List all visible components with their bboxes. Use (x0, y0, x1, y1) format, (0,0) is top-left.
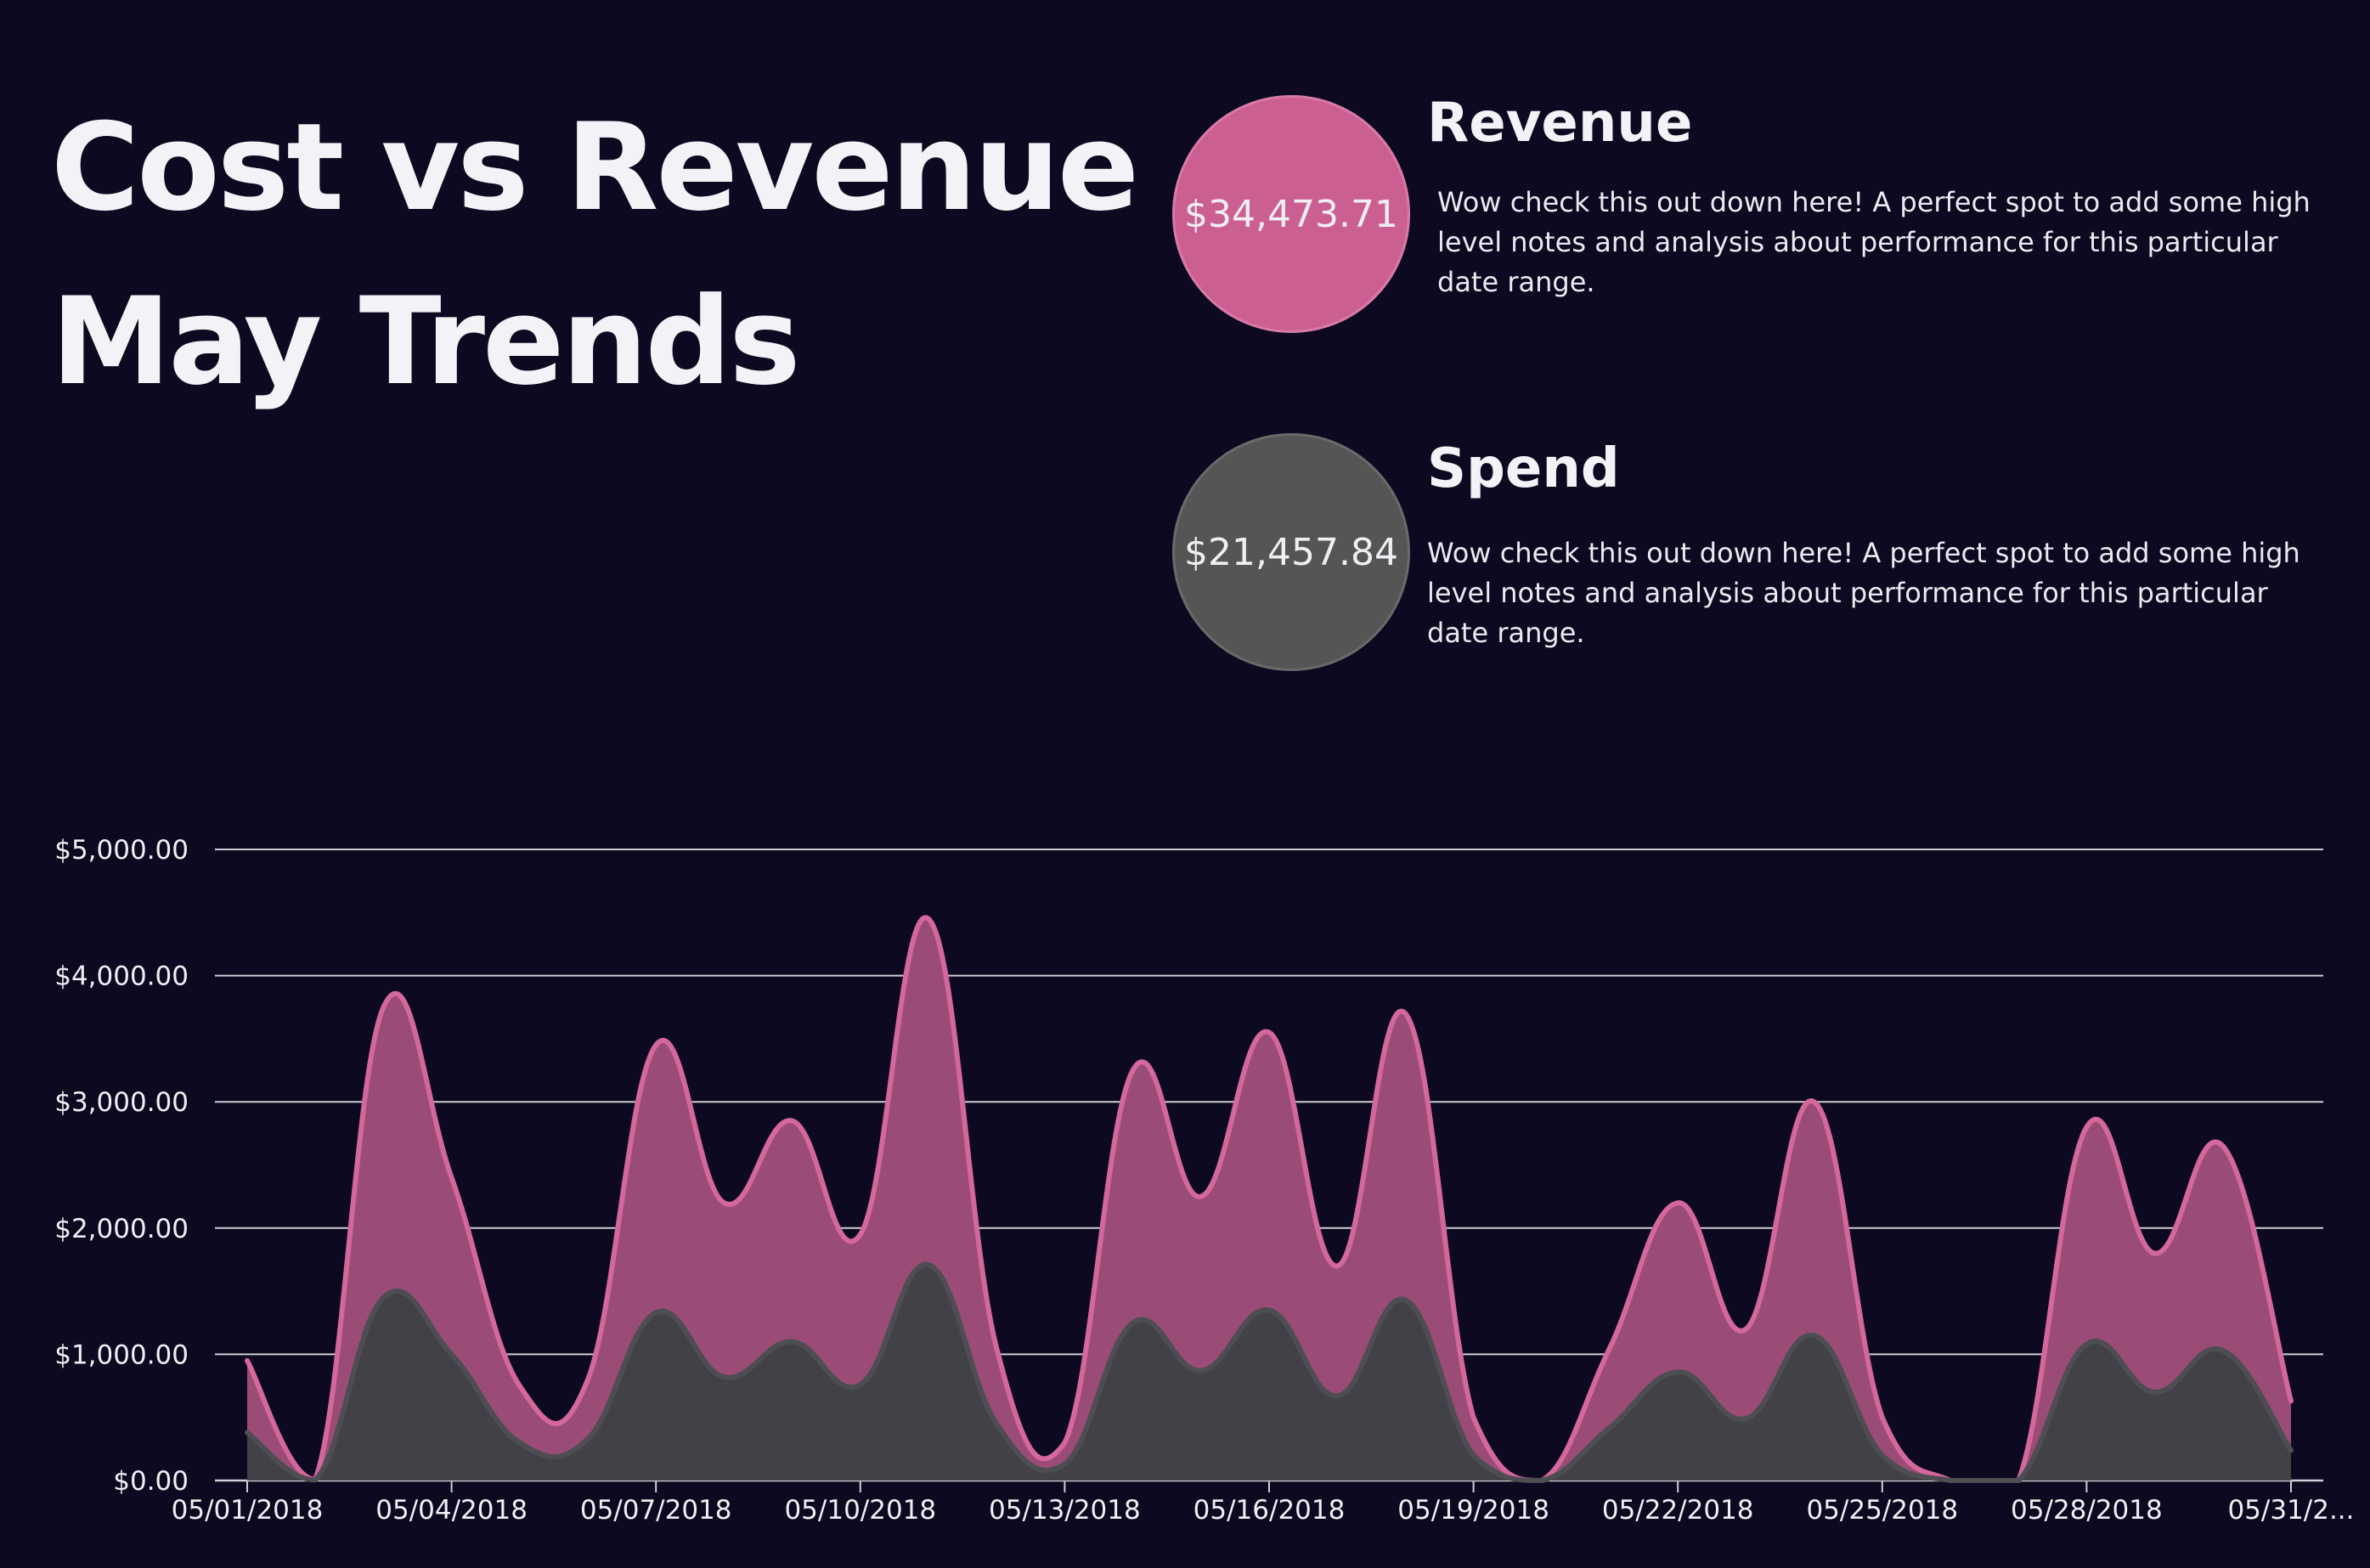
y-tick-label: $0.00 (113, 1466, 189, 1497)
x-tick-label: 05/13/2018 (989, 1495, 1141, 1526)
spend-kpi-value: $21,457.84 (1184, 530, 1398, 574)
spend-area (247, 1264, 2291, 1481)
x-tick-label: 05/04/2018 (375, 1495, 528, 1526)
revenue-area (247, 917, 2291, 1481)
revenue-heading: Revenue (1427, 92, 1693, 155)
x-tick-label: 05/19/2018 (1397, 1495, 1549, 1526)
spend-note: Wow check this out down here! A perfect … (1427, 537, 2300, 649)
x-tick-label: 05/16/2018 (1193, 1495, 1346, 1526)
y-axis: $0.00 $1,000.00 $2,000.00 $3,000.00 $4,000.0… (54, 835, 189, 1497)
revenue-kpi-value: $34,473.71 (1184, 192, 1398, 236)
title-line-1: Cost vs Revenue (51, 98, 1139, 238)
x-tick-label: 05/01/2018 (172, 1495, 324, 1526)
spend-heading: Spend (1427, 437, 1620, 500)
revenue-note: Wow check this out down here! A perfect … (1437, 186, 2311, 298)
y-tick-label: $2,000.00 (54, 1214, 189, 1244)
title-line-2: May Trends (51, 272, 801, 412)
cost-revenue-area-chart: $0.00 $1,000.00 $2,000.00 $3,000.00 $4,000.0… (54, 835, 2355, 1526)
chart-series (245, 915, 2294, 1483)
page-title: Cost vs Revenue May Trends (51, 81, 1139, 429)
x-tick-label: 05/10/2018 (784, 1495, 936, 1526)
x-tick-label: 05/31/2... (2227, 1495, 2354, 1526)
spend-kpi-circle: $21,457.84 (1172, 433, 1410, 671)
y-tick-label: $5,000.00 (54, 835, 189, 866)
revenue-kpi-circle: $34,473.71 (1172, 95, 1410, 333)
revenue-line (245, 915, 2294, 1483)
x-tick-label: 05/28/2018 (2011, 1495, 2163, 1526)
y-tick-label: $1,000.00 (54, 1340, 189, 1370)
x-tick-label: 05/25/2018 (1806, 1495, 1958, 1526)
y-tick-label: $3,000.00 (54, 1087, 189, 1118)
x-tick-label: 05/07/2018 (580, 1495, 732, 1526)
x-axis: 05/01/2018 05/04/2018 05/07/2018 05/10/2018… (172, 1481, 2355, 1526)
y-tick-label: $4,000.00 (54, 962, 189, 992)
spend-line (245, 1261, 2294, 1483)
x-tick-label: 05/22/2018 (1602, 1495, 1754, 1526)
